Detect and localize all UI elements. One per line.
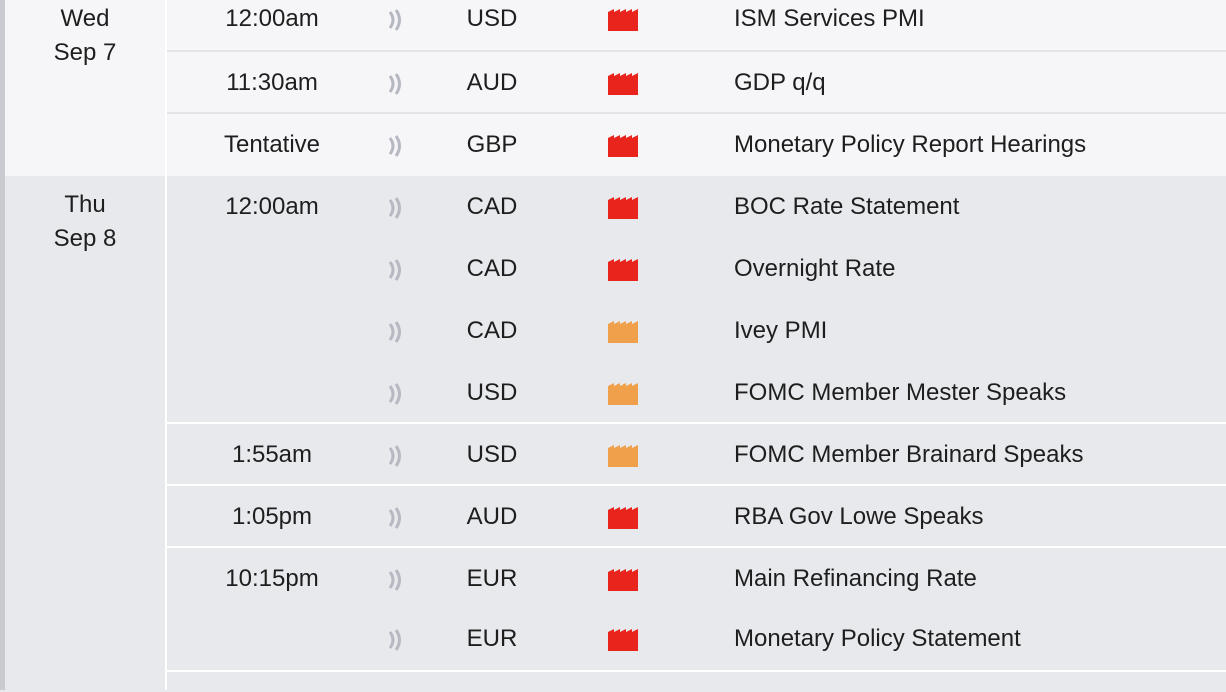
day-cell: Wed Sep 7	[5, 0, 167, 176]
event-currency: USD	[466, 5, 518, 32]
event-time	[167, 238, 377, 300]
sound-icon[interactable]	[381, 548, 411, 610]
event-row[interactable]: EUR Monetary Policy Statement	[167, 608, 1226, 670]
event-row[interactable]: Tentative GBP Monetary Policy Report Hea…	[167, 112, 1226, 176]
high-impact-icon[interactable]	[607, 238, 643, 300]
event-title[interactable]: GDP q/q	[734, 69, 826, 96]
event-currency: CAD	[466, 255, 518, 282]
sound-icon[interactable]	[381, 0, 411, 50]
day-cell: Thu Sep 8	[5, 176, 167, 690]
sound-icon[interactable]	[381, 486, 411, 548]
high-impact-icon[interactable]	[607, 0, 643, 50]
event-currency: GBP	[466, 131, 518, 158]
day-group-wed: Wed Sep 7 12:00am USD ISM Services PMI 1…	[5, 0, 1226, 176]
event-time: 11:30am	[226, 69, 318, 96]
high-impact-icon[interactable]	[607, 486, 643, 548]
event-row[interactable]: USD FOMC Member Mester Speaks	[167, 362, 1226, 424]
event-time: 1:05pm	[231, 503, 313, 530]
event-title[interactable]: Main Refinancing Rate	[734, 565, 977, 592]
event-title[interactable]: FOMC Member Brainard Speaks	[734, 441, 1084, 468]
event-title[interactable]: Overnight Rate	[734, 255, 896, 282]
event-row[interactable]: 11:30am AUD GDP q/q	[167, 50, 1226, 114]
event-title[interactable]: BOC Rate Statement	[734, 193, 960, 220]
event-currency: EUR	[466, 625, 518, 652]
sound-icon[interactable]	[381, 608, 411, 670]
event-currency: AUD	[466, 69, 518, 96]
sound-icon[interactable]	[381, 238, 411, 300]
day-weekday: Wed	[60, 5, 110, 32]
event-time	[167, 300, 377, 362]
sound-icon[interactable]	[381, 176, 411, 238]
event-title[interactable]: RBA Gov Lowe Speaks	[734, 503, 984, 530]
high-impact-icon[interactable]	[607, 52, 643, 114]
event-time: 10:15pm	[225, 565, 319, 592]
high-impact-icon[interactable]	[607, 548, 643, 610]
event-title[interactable]: Monetary Policy Statement	[734, 625, 1021, 652]
event-time	[167, 608, 377, 670]
event-row-partial	[167, 670, 1226, 692]
medium-impact-icon[interactable]	[607, 362, 643, 424]
sound-icon[interactable]	[381, 300, 411, 362]
medium-impact-icon[interactable]	[607, 300, 643, 362]
event-time: Tentative	[223, 131, 321, 158]
event-time	[167, 362, 377, 424]
event-row[interactable]: 1:55am USD FOMC Member Brainard Speaks	[167, 422, 1226, 486]
high-impact-icon[interactable]	[607, 114, 643, 176]
high-impact-icon[interactable]	[607, 176, 643, 238]
event-time: 1:55am	[231, 441, 313, 468]
event-title[interactable]: ISM Services PMI	[734, 5, 925, 32]
event-currency: USD	[466, 441, 518, 468]
high-impact-icon[interactable]	[607, 608, 643, 670]
event-row[interactable]: CAD Overnight Rate	[167, 238, 1226, 300]
sound-icon[interactable]	[381, 114, 411, 176]
day-date: Sep 8	[53, 225, 117, 252]
event-currency: AUD	[466, 503, 518, 530]
event-currency: CAD	[466, 317, 518, 344]
event-row[interactable]: 12:00am USD ISM Services PMI	[167, 0, 1226, 50]
event-title[interactable]: FOMC Member Mester Speaks	[734, 379, 1067, 406]
event-time: 12:00am	[225, 193, 319, 220]
event-row[interactable]: 1:05pm AUD RBA Gov Lowe Speaks	[167, 484, 1226, 548]
sound-icon[interactable]	[381, 362, 411, 424]
day-group-thu: Thu Sep 8 12:00am CAD BOC Rate Statement…	[5, 176, 1226, 690]
event-row[interactable]: 12:00am CAD BOC Rate Statement	[167, 176, 1226, 238]
day-weekday: Thu	[64, 191, 106, 218]
day-date: Sep 7	[53, 39, 117, 66]
event-row[interactable]: CAD Ivey PMI	[167, 300, 1226, 362]
sound-icon[interactable]	[381, 424, 411, 486]
event-title[interactable]: Monetary Policy Report Hearings	[734, 131, 1087, 158]
medium-impact-icon[interactable]	[607, 424, 643, 486]
event-currency: EUR	[466, 565, 518, 592]
event-row[interactable]: 10:15pm EUR Main Refinancing Rate	[167, 546, 1226, 610]
event-time: 12:00am	[225, 5, 319, 32]
event-currency: USD	[466, 379, 518, 406]
event-currency: CAD	[466, 193, 518, 220]
sound-icon[interactable]	[381, 52, 411, 114]
event-title[interactable]: Ivey PMI	[734, 317, 828, 344]
